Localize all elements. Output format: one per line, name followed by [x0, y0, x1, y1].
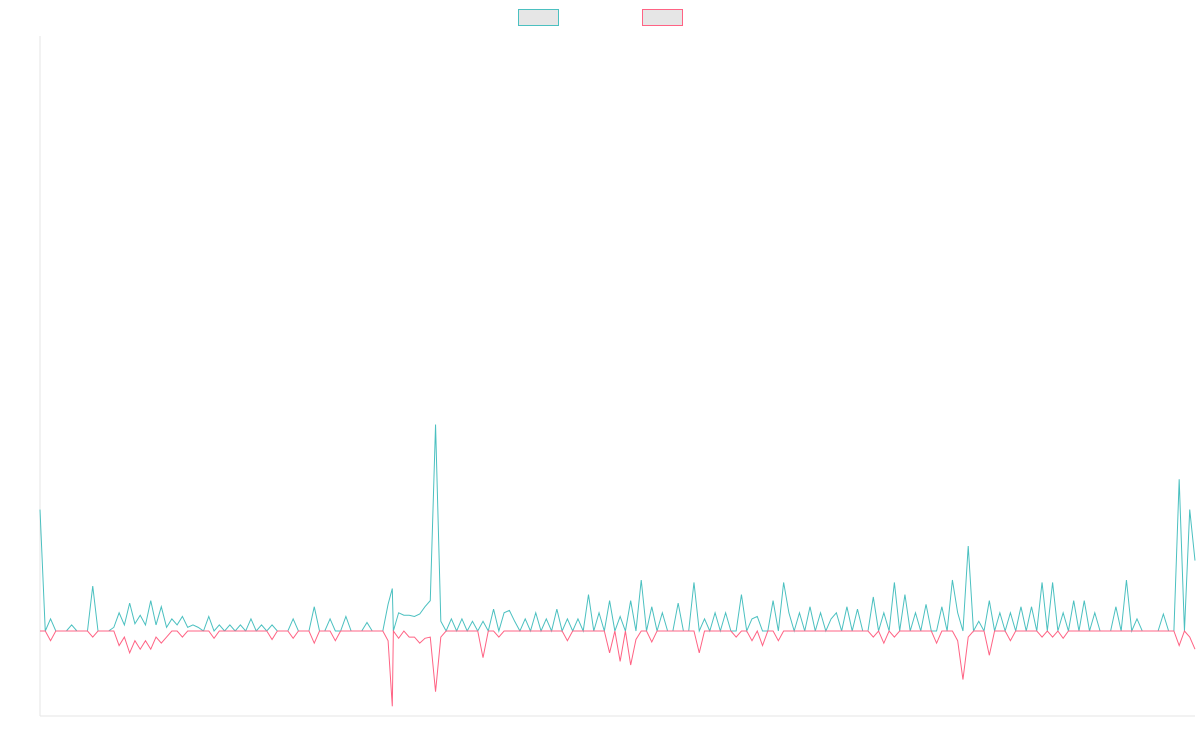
chart-series — [39, 424, 1196, 707]
series-line-2 — [40, 629, 1196, 707]
legend — [518, 9, 683, 26]
legend-swatch-1[interactable] — [518, 9, 559, 26]
chart-axes — [39, 36, 1195, 717]
legend-swatch-2[interactable] — [642, 9, 683, 26]
series-line-1 — [39, 424, 1196, 633]
